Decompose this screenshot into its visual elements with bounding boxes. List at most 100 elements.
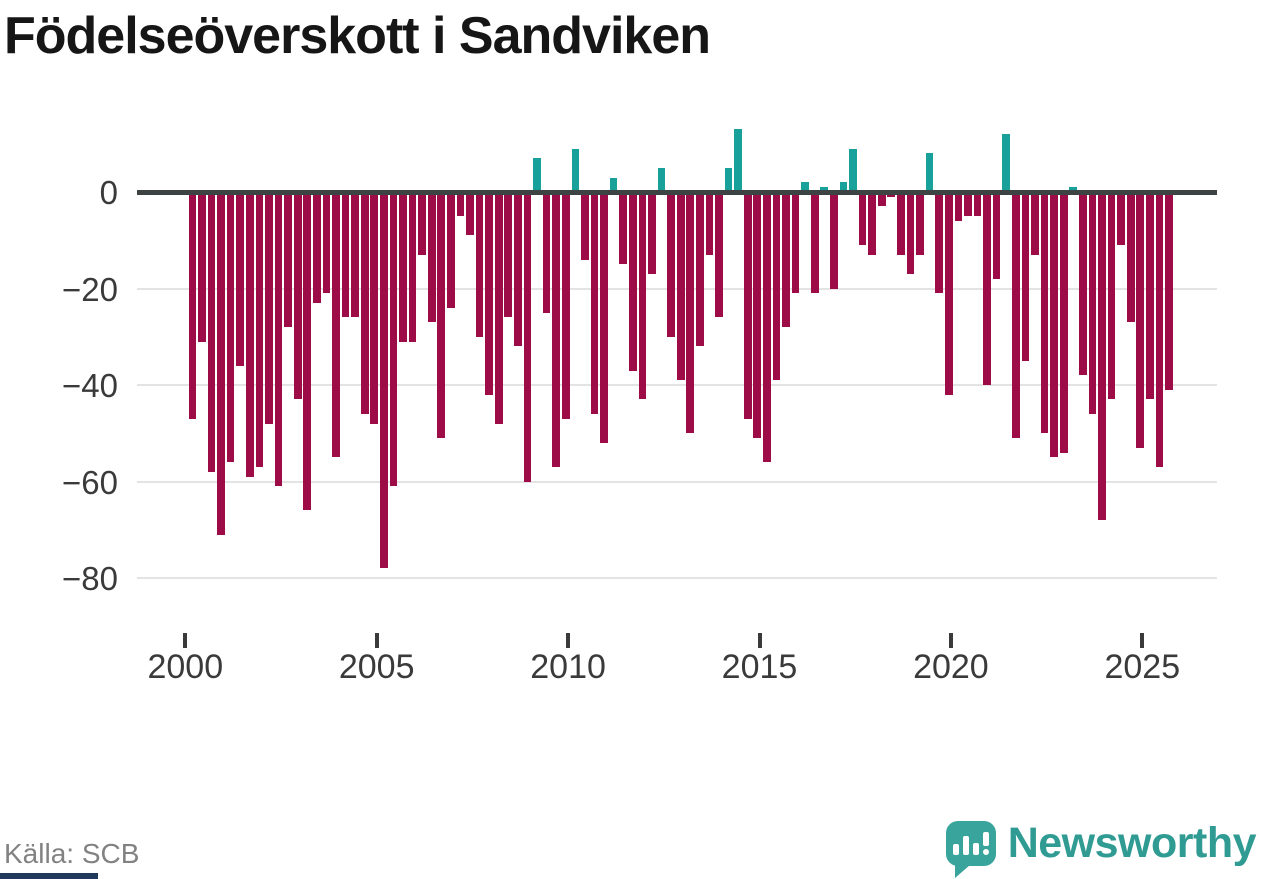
bar-2024-Q3 <box>1126 192 1135 323</box>
bar-2007-Q1 <box>456 192 465 217</box>
bar-2012-Q4 <box>676 192 685 381</box>
bar-2005-Q4 <box>408 192 417 342</box>
bar-2019-Q1 <box>916 192 924 255</box>
bar-2010-Q3 <box>590 192 599 414</box>
bar-2012-Q1 <box>648 192 656 275</box>
bar-2020-Q1 <box>954 192 963 221</box>
bar-2021-Q3 <box>1011 192 1020 439</box>
bar-2016-Q2 <box>810 192 819 294</box>
bar-2003-Q1 <box>303 192 312 511</box>
bar-2004-Q2 <box>351 192 359 318</box>
bar-2025-Q3 <box>1165 192 1173 390</box>
bar-2013-Q4 <box>715 192 723 318</box>
bar-2017-Q3 <box>858 192 867 246</box>
x-tick-label-2025: 2025 <box>1104 648 1181 686</box>
bar-2013-Q3 <box>705 192 714 255</box>
bar-2017-Q2 <box>849 148 857 194</box>
bar-2018-Q1 <box>877 192 886 207</box>
bar-2002-Q3 <box>284 192 292 328</box>
bar-2006-Q4 <box>447 192 455 308</box>
source-label: Källa: SCB <box>4 838 140 869</box>
logo-bar-tall <box>962 835 969 855</box>
bar-2022-Q2 <box>1040 192 1049 434</box>
bar-2002-Q2 <box>274 192 283 487</box>
bar-2008-Q1 <box>494 192 503 424</box>
bar-2014-Q3 <box>743 192 752 419</box>
bar-2008-Q2 <box>504 192 513 318</box>
bar-2009-Q4 <box>561 192 570 419</box>
logo-bar-medium <box>972 842 979 855</box>
newsworthy-wordmark: Newsworthy <box>1007 818 1257 867</box>
bar-2000-Q3 <box>207 192 216 472</box>
bar-2010-Q2 <box>581 192 589 260</box>
bar-2008-Q3 <box>514 192 522 347</box>
bar-2001-Q4 <box>255 192 264 468</box>
bar-2011-Q1 <box>609 177 618 194</box>
bar-2021-Q2 <box>1002 134 1011 194</box>
bar-2020-Q2 <box>964 192 972 217</box>
bar-2018-Q4 <box>906 192 915 275</box>
logo-bar-chart-glyph <box>946 821 996 866</box>
gridline--80 <box>137 577 1217 579</box>
bar-2005-Q2 <box>389 192 398 487</box>
x-tick-mark-2000 <box>183 633 188 648</box>
bar-2024-Q4 <box>1136 192 1145 448</box>
bar-2011-Q3 <box>628 192 637 371</box>
y-tick-label--80: −80 <box>62 560 118 597</box>
bar-2004-Q3 <box>360 192 369 414</box>
x-tick-mark-2015 <box>757 633 762 648</box>
bar-2024-Q1 <box>1107 192 1116 400</box>
x-axis-zero-line <box>137 189 1217 195</box>
bar-2014-Q1 <box>724 167 733 194</box>
bar-2020-Q4 <box>983 192 991 385</box>
bar-2019-Q4 <box>944 192 953 395</box>
bar-2017-Q4 <box>868 192 876 255</box>
bar-2000-Q4 <box>217 192 225 535</box>
bar-2010-Q4 <box>600 192 608 443</box>
bar-2021-Q4 <box>1021 192 1030 361</box>
logo-exclamation-icon <box>982 831 989 855</box>
gridline--60 <box>137 480 1217 483</box>
bar-2018-Q3 <box>897 192 905 255</box>
bar-2024-Q2 <box>1117 192 1125 246</box>
bar-2023-Q4 <box>1098 192 1106 521</box>
y-tick-label--40: −40 <box>62 367 118 404</box>
bar-2014-Q4 <box>753 192 762 439</box>
bar-2023-Q2 <box>1078 192 1087 376</box>
bar-2015-Q1 <box>763 192 771 463</box>
bar-2011-Q4 <box>638 192 647 400</box>
y-tick-label--60: −60 <box>62 463 118 501</box>
bar-2006-Q3 <box>437 192 446 439</box>
chart-plot-area: 0 −20 −40 −60 −80 2000 2005 2010 2015 2020 2025 <box>62 129 1217 686</box>
newsworthy-logo: Newsworthy <box>945 812 1257 878</box>
bar-2000-Q2 <box>198 192 206 342</box>
bar-2003-Q4 <box>332 192 340 458</box>
x-tick-mark-2020 <box>948 633 953 648</box>
bar-2015-Q2 <box>772 192 781 381</box>
bar-2007-Q3 <box>475 192 484 337</box>
bar-2006-Q1 <box>418 192 426 255</box>
x-tick-mark-2025 <box>1140 633 1145 648</box>
x-tick-label-2020: 2020 <box>913 648 989 686</box>
bar-2012-Q2 <box>657 167 666 194</box>
x-tick-label-2015: 2015 <box>721 648 798 686</box>
bar-2012-Q3 <box>667 192 675 337</box>
bar-2021-Q1 <box>992 192 1001 279</box>
bar-2016-Q1 <box>801 182 809 194</box>
bar-2013-Q2 <box>695 192 704 347</box>
bar-2002-Q1 <box>265 192 273 424</box>
bar-2019-Q2 <box>925 153 934 194</box>
bar-2019-Q3 <box>935 192 944 294</box>
bar-2003-Q3 <box>322 192 331 294</box>
chart-title: Födelseöverskott i Sandviken <box>4 7 711 65</box>
bar-2022-Q4 <box>1059 192 1068 453</box>
gridline--40 <box>137 384 1217 386</box>
bar-2010-Q1 <box>571 148 580 194</box>
x-tick-label-2000: 2000 <box>147 648 224 686</box>
bar-2016-Q4 <box>830 192 838 289</box>
bar-2025-Q1 <box>1146 192 1154 400</box>
bar-2023-Q3 <box>1088 192 1097 414</box>
bar-2022-Q3 <box>1050 192 1058 458</box>
y-tick-label--20: −20 <box>62 270 118 308</box>
bar-2003-Q2 <box>312 192 321 303</box>
